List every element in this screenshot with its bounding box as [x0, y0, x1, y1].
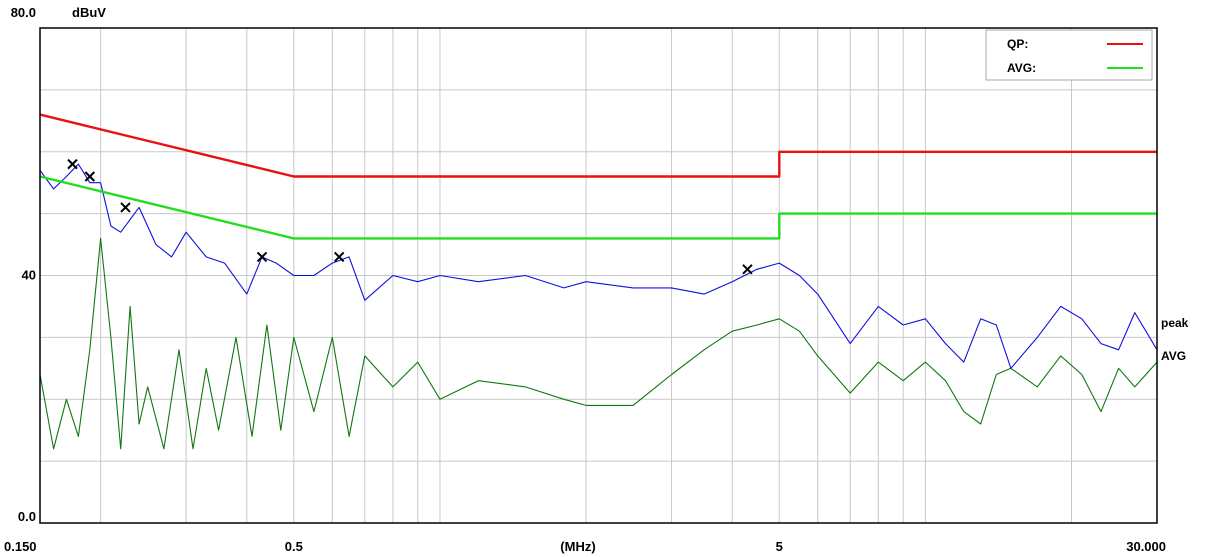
peak-marker-2 — [120, 202, 131, 213]
peak-marker-0-stroke-b — [67, 158, 78, 170]
peak-marker-0 — [67, 158, 78, 170]
x-tick-label-2: 5 — [776, 539, 783, 554]
x-axis-label: (MHz) — [560, 539, 595, 554]
peak-marker-3-stroke-b — [256, 251, 268, 263]
y-tick-label-2: 0.0 — [18, 509, 36, 524]
grid-lines — [40, 28, 1157, 523]
series-label-peak: peak — [1161, 316, 1189, 330]
legend-label-qp: QP: — [1007, 37, 1028, 51]
y-axis-label: dBuV — [72, 5, 106, 20]
peak-marker-1 — [84, 171, 96, 182]
peak-marker-4 — [333, 251, 345, 263]
series-line-qp-limit — [39, 113, 1157, 178]
peak-marker-5 — [742, 264, 753, 275]
x-tick-label-3: 30.000 — [1126, 539, 1166, 554]
y-tick-labels: 80.0 40 0.0 — [11, 5, 36, 524]
peak-marker-1-stroke-b — [84, 171, 96, 182]
legend-box — [985, 29, 1153, 81]
series-line-avg-limit — [39, 175, 1157, 240]
series-line-peak-trace — [39, 163, 1158, 369]
x-tick-labels: 0.150 0.5 5 30.000 — [4, 539, 1166, 554]
y-tick-label-0: 80.0 — [11, 5, 36, 20]
peak-marker-2-stroke-b — [120, 202, 131, 213]
legend-label-avg: AVG: — [1007, 61, 1036, 75]
x-tick-label-1: 0.5 — [285, 539, 303, 554]
series-line-avg-trace — [39, 237, 1158, 450]
series-label-avg: AVG — [1161, 349, 1186, 363]
legend: QP: AVG: — [985, 29, 1153, 81]
peak-marker-4-stroke-b — [333, 251, 345, 263]
x-tick-label-0: 0.150 — [4, 539, 37, 554]
y-tick-label-1: 40 — [22, 268, 36, 283]
plot-frame — [39, 27, 1158, 524]
series-layer — [39, 113, 1158, 450]
peak-marker-5-stroke-b — [742, 264, 753, 275]
marker-layer — [67, 158, 753, 275]
peak-marker-3 — [256, 251, 268, 263]
